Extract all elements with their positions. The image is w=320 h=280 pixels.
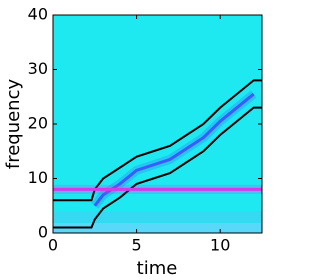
low-band [53,223,262,233]
y-axis-label: frequency [3,79,24,170]
plot-background [53,15,262,233]
y-tick-label: 30 [28,59,48,78]
y-tick-label: 20 [28,114,48,133]
y-tick-label: 0 [38,223,48,242]
ridge-line [93,92,255,207]
boundary-line [53,106,262,229]
x-tick-label: 10 [210,236,230,255]
chart: time frequency 0 5 10 0 10 20 30 40 [3,4,263,279]
x-tick-label: 5 [132,236,142,255]
boundary-line [53,79,262,202]
y-tick-label: 10 [28,168,48,187]
x-tick-label: 0 [48,236,58,255]
x-axis-label: time [137,258,178,279]
y-tick-label: 40 [28,5,48,24]
